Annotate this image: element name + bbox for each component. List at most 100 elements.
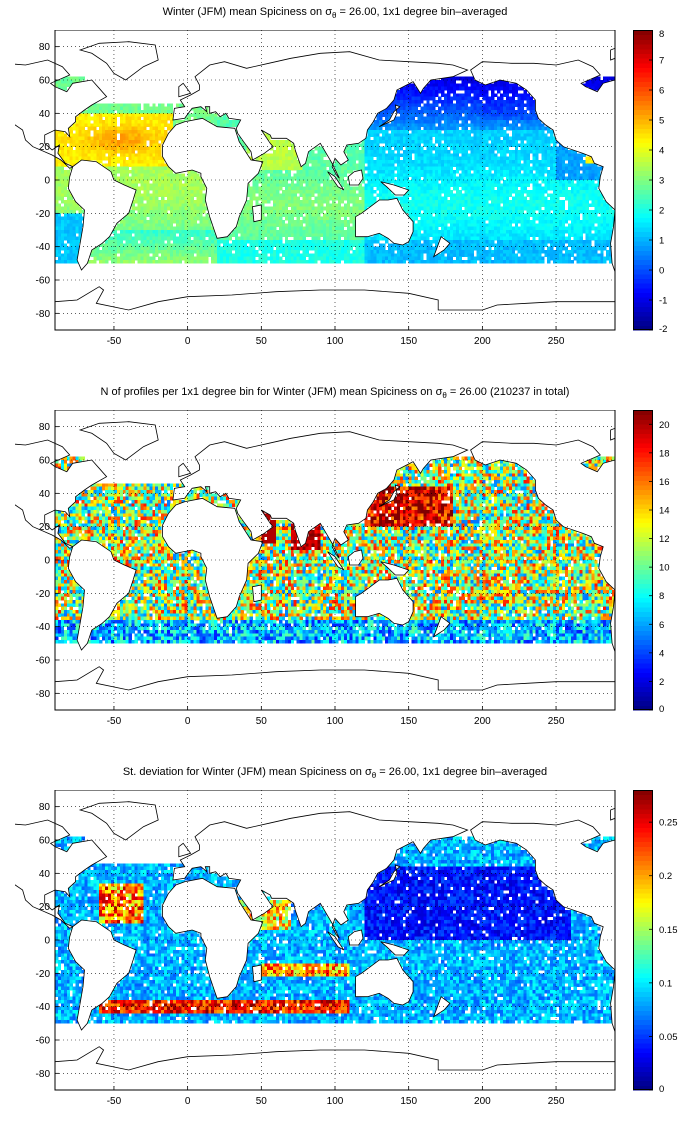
data-cell [55, 220, 59, 224]
data-cell [199, 113, 203, 117]
data-cell [72, 210, 76, 214]
data-cell [299, 220, 303, 224]
data-cell [128, 223, 132, 227]
data-cell [337, 210, 342, 214]
data-cell [140, 216, 144, 221]
data-cell [152, 170, 156, 174]
data-cell [137, 140, 141, 144]
data-cell [261, 153, 265, 157]
data-cell [302, 256, 306, 261]
data-cell [149, 156, 153, 161]
data-cell [438, 213, 442, 217]
data-cell [96, 136, 100, 141]
data-cell [393, 173, 398, 177]
data-cell [393, 166, 398, 171]
data-cell [158, 130, 162, 134]
data-cell [417, 130, 421, 134]
data-cell [172, 230, 177, 234]
data-cell [167, 203, 171, 207]
data-cell [78, 120, 82, 124]
data-cell [158, 166, 162, 171]
data-cell [444, 213, 448, 217]
data-cell [452, 240, 457, 244]
data-cell [449, 206, 454, 211]
data-cell [169, 126, 174, 131]
data-cell [125, 260, 129, 264]
data-cell [479, 120, 483, 124]
data-cell [178, 223, 183, 227]
data-cell [108, 246, 112, 251]
data-cell [111, 250, 115, 254]
data-cell [220, 120, 224, 124]
data-cell [402, 113, 407, 117]
data-cell [467, 250, 471, 254]
data-cell [119, 150, 124, 154]
data-cell [99, 123, 103, 127]
data-cell [426, 150, 430, 154]
data-cell [452, 83, 457, 87]
data-cell [178, 196, 183, 201]
data-cell [211, 233, 215, 237]
data-cell [175, 220, 180, 224]
data-cell [116, 130, 121, 134]
data-cell [326, 230, 330, 234]
data-cell [143, 213, 147, 217]
data-cell [240, 243, 244, 247]
data-cell [485, 83, 489, 87]
data-cell [379, 183, 383, 187]
data-cell [158, 193, 162, 197]
data-cell [172, 200, 177, 204]
data-cell [279, 256, 283, 261]
data-cell [417, 140, 421, 144]
data-cell [355, 186, 359, 191]
data-cell [385, 146, 389, 151]
data-cell [355, 193, 359, 197]
data-cell [296, 170, 300, 174]
data-cell [432, 173, 436, 177]
data-cell [273, 200, 277, 204]
data-cell [335, 260, 339, 264]
data-cell [299, 253, 303, 257]
data-cell [190, 180, 194, 184]
data-cell [181, 200, 185, 204]
data-cell [385, 176, 389, 181]
data-cell [423, 160, 427, 164]
data-cell [155, 106, 159, 111]
data-cell [414, 120, 418, 124]
data-cell [329, 256, 333, 261]
data-cell [455, 213, 460, 217]
data-cell [122, 153, 127, 157]
data-cell [158, 200, 162, 204]
panel-mean: Winter (JFM) mean Spiciness on σθ = 26.0… [0, 0, 696, 380]
data-cell [399, 90, 404, 94]
data-cell [391, 193, 395, 197]
data-cell [167, 216, 171, 221]
data-cell [149, 140, 153, 144]
data-cell [329, 226, 333, 231]
data-cell [131, 206, 135, 211]
data-cell [264, 173, 268, 177]
data-cell [225, 253, 230, 257]
data-cell [211, 120, 215, 124]
data-cell [81, 136, 85, 141]
data-cell [164, 113, 168, 117]
data-cell [178, 203, 183, 207]
data-cell [438, 83, 442, 87]
data-cell [349, 143, 353, 147]
data-cell [349, 240, 353, 244]
data-cell [314, 160, 318, 164]
data-cell [311, 256, 315, 261]
data-cell [279, 246, 283, 251]
data-cell [337, 240, 342, 244]
data-cell [405, 166, 409, 171]
data-cell [411, 200, 415, 204]
data-cell [293, 166, 297, 171]
data-cell [405, 170, 409, 174]
data-cell [364, 260, 368, 264]
data-cell [346, 153, 351, 157]
data-cell [116, 166, 121, 171]
data-cell [399, 123, 404, 127]
data-cell [455, 130, 460, 134]
data-cell [113, 140, 118, 144]
data-cell [399, 103, 404, 107]
